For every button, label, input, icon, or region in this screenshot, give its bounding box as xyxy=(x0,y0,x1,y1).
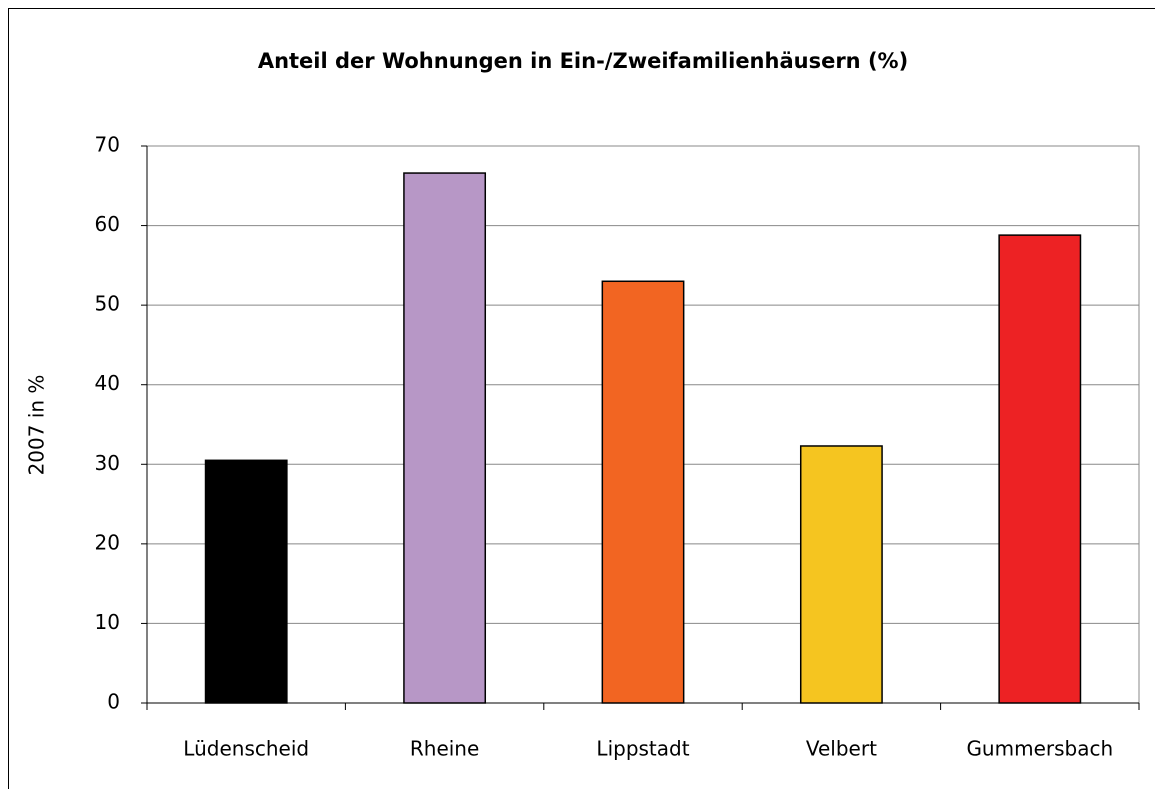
y-tick-label: 0 xyxy=(107,690,120,714)
chart-title: Anteil der Wohnungen in Ein-/Zweifamilie… xyxy=(258,49,908,73)
bar xyxy=(998,234,1082,704)
chart-frame xyxy=(8,8,1155,789)
y-tick-label: 10 xyxy=(95,610,120,634)
y-axis-label: 2007 in % xyxy=(25,375,49,476)
y-tick-label: 20 xyxy=(95,530,120,554)
y-tick-label: 60 xyxy=(95,212,120,236)
x-tick-label: Lippstadt xyxy=(596,737,689,761)
y-tick-label: 40 xyxy=(95,371,120,395)
bar xyxy=(403,172,487,704)
bar xyxy=(204,459,288,704)
x-tick-label: Lüdenscheid xyxy=(183,737,309,761)
x-tick-label: Rheine xyxy=(410,737,479,761)
y-tick-label: 30 xyxy=(95,451,120,475)
x-tick-label: Velbert xyxy=(806,737,877,761)
bar xyxy=(799,445,883,704)
y-tick-label: 50 xyxy=(95,292,120,316)
x-tick-label: Gummersbach xyxy=(966,737,1113,761)
bar xyxy=(601,280,685,704)
y-tick-label: 70 xyxy=(95,133,120,157)
